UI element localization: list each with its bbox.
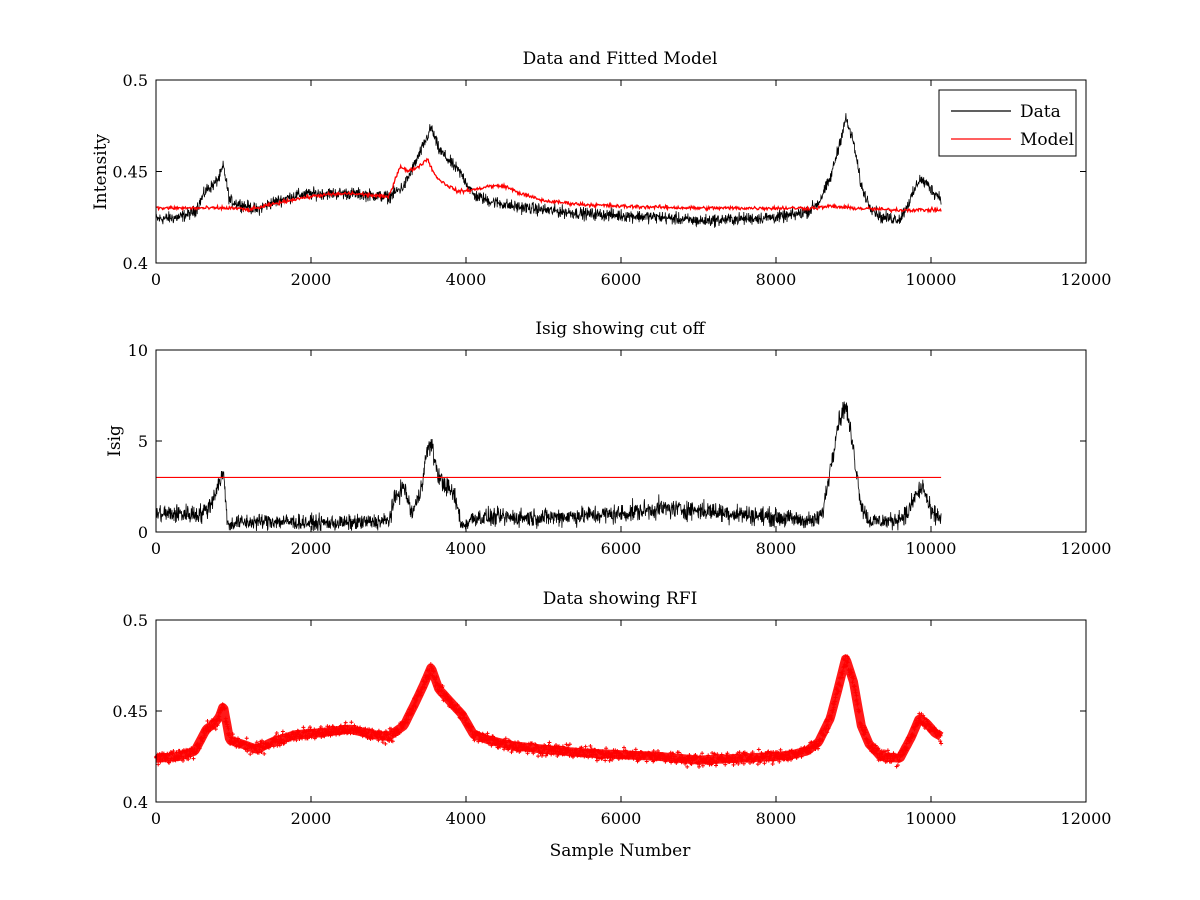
series-line-data — [155, 113, 942, 228]
x-tick-label: 12000 — [1061, 809, 1112, 828]
y-tick-label: 0.5 — [123, 611, 148, 630]
panel-data-showing-rfi: Data showing RFI Sample Number 0 2000 4000… — [112, 589, 1111, 861]
series-line-model — [155, 157, 942, 214]
y-tick-label: 0.45 — [112, 163, 148, 182]
x-tick-label: 6000 — [601, 809, 642, 828]
x-tick-label: 0 — [151, 539, 161, 558]
series-line-0 — [155, 401, 942, 532]
x-tick-label: 6000 — [601, 539, 642, 558]
x-tick-label: 10000 — [906, 270, 957, 289]
x-tick-label: 0 — [151, 809, 161, 828]
x-axis-label: Sample Number — [550, 841, 692, 861]
y-tick-label: 0.4 — [123, 254, 148, 273]
x-tick-label: 0 — [151, 270, 161, 289]
x-tick-label: 6000 — [601, 270, 642, 289]
series-marker-band — [152, 654, 945, 765]
x-tick-label: 12000 — [1061, 270, 1112, 289]
x-tick-label: 10000 — [906, 539, 957, 558]
x-tick-label: 2000 — [291, 809, 332, 828]
x-tick-label: 12000 — [1061, 539, 1112, 558]
panel-title: Data and Fitted Model — [523, 49, 718, 69]
y-tick-label: 10 — [128, 341, 148, 360]
y-tick-label: 0.45 — [112, 702, 148, 721]
x-tick-label: 2000 — [291, 539, 332, 558]
x-tick-label: 4000 — [446, 270, 487, 289]
y-tick-label: 0.4 — [123, 793, 148, 812]
legend-label-data: Data — [1020, 102, 1061, 122]
y-tick-label: 5 — [138, 432, 148, 451]
x-tick-label: 8000 — [756, 539, 797, 558]
y-axis-label: Intensity — [91, 134, 111, 210]
y-tick-label: 0.5 — [123, 71, 148, 90]
legend-label-model: Model — [1020, 130, 1074, 150]
panel-isig-cut-off: Isig showing cut off Isig 0 2000 4000 6000 8… — [105, 319, 1111, 558]
panel-title: Isig showing cut off — [535, 319, 706, 339]
y-axis-label: Isig — [105, 425, 125, 457]
x-tick-label: 4000 — [446, 809, 487, 828]
x-tick-label: 4000 — [446, 539, 487, 558]
legend: Data Model — [938, 89, 1077, 157]
x-tick-label: 2000 — [291, 270, 332, 289]
panel-data-and-fitted-model: Data and Fitted Model Intensity 0 2000 400… — [91, 49, 1111, 289]
x-tick-label: 8000 — [756, 270, 797, 289]
panel-title: Data showing RFI — [543, 589, 698, 609]
x-tick-label: 8000 — [756, 809, 797, 828]
x-tick-label: 10000 — [906, 809, 957, 828]
y-tick-label: 0 — [138, 523, 148, 542]
legend-box — [938, 89, 1077, 157]
